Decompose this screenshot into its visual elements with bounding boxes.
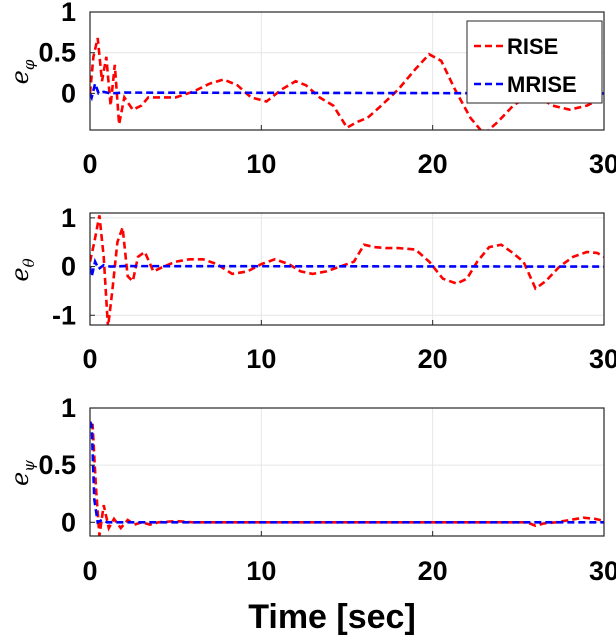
axes-box <box>89 212 605 326</box>
x-tick-label: 30 <box>589 556 616 586</box>
x-tick-label: 20 <box>418 149 448 179</box>
y-tick-label: 0.5 <box>38 38 76 68</box>
legend: RISE MRISE <box>466 20 603 104</box>
legend-label-rise: RISE <box>507 34 558 59</box>
x-tick-label: 30 <box>589 344 616 374</box>
y-tick-label: 1 <box>61 0 76 27</box>
x-tick-label: 30 <box>589 149 616 179</box>
axes-box <box>89 11 605 131</box>
y-axis-label: eθ <box>6 258 38 281</box>
x-tick-label: 0 <box>82 344 97 374</box>
y-tick-label: -1 <box>52 300 76 330</box>
legend-box <box>466 20 603 104</box>
y-tick-label: 1 <box>61 393 76 423</box>
x-tick-label: 10 <box>246 149 276 179</box>
x-tick-label: 10 <box>246 556 276 586</box>
series-mrise-line <box>90 257 604 277</box>
y-tick-label: 0 <box>61 507 76 537</box>
series-rise-line <box>90 423 604 536</box>
axes-box <box>89 407 605 537</box>
x-tick-label: 20 <box>418 556 448 586</box>
series-mrise-line <box>90 79 604 102</box>
y-axis-label: eψ <box>6 460 38 486</box>
series-mrise-line <box>90 421 604 525</box>
x-axis-title: Time [sec] <box>248 598 416 636</box>
y-axis-label: eφ <box>6 59 38 84</box>
x-tick-label: 10 <box>246 344 276 374</box>
subplot-1: 0 10 20 30 0 0.5 1 eφ <box>6 0 616 179</box>
subplot-3: 0 10 20 30 0 0.5 1 eψ <box>6 393 616 586</box>
series-rise-line <box>90 215 604 325</box>
x-tick-label: 0 <box>82 149 97 179</box>
legend-label-mrise: MRISE <box>507 72 577 97</box>
y-tick-label: 1 <box>61 203 76 233</box>
x-tick-label: 20 <box>418 344 448 374</box>
y-tick-label: 0.5 <box>38 450 76 480</box>
series-rise-line <box>90 37 604 130</box>
x-tick-label: 0 <box>82 556 97 586</box>
y-tick-label: 0 <box>61 78 76 108</box>
y-tick-label: 0 <box>61 252 76 282</box>
